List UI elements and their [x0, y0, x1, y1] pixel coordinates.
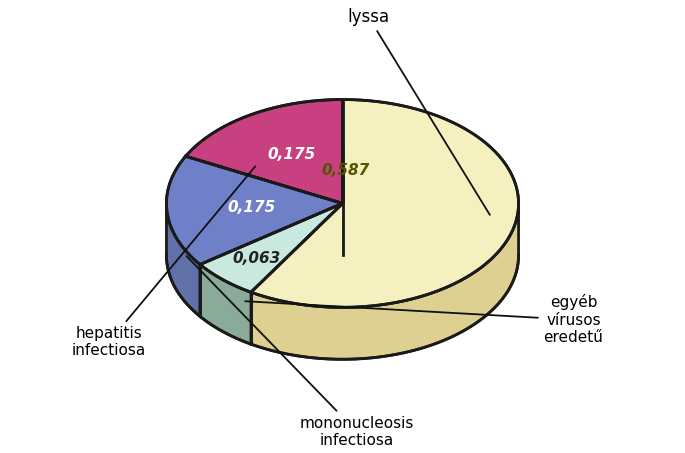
- Polygon shape: [200, 203, 342, 292]
- Text: egyéb
vírusos
eredetű: egyéb vírusos eredetű: [245, 294, 603, 345]
- Text: hepatitis
infectiosa: hepatitis infectiosa: [72, 166, 256, 358]
- Polygon shape: [251, 204, 519, 359]
- Text: 0,587: 0,587: [321, 163, 369, 178]
- Polygon shape: [186, 100, 342, 203]
- Text: 0,175: 0,175: [268, 147, 316, 162]
- Text: 0,063: 0,063: [232, 251, 281, 266]
- Polygon shape: [251, 100, 519, 307]
- Polygon shape: [166, 156, 342, 265]
- Text: mononucleosis
infectiosa: mononucleosis infectiosa: [186, 256, 414, 448]
- Polygon shape: [200, 265, 251, 344]
- Text: 0,175: 0,175: [227, 200, 275, 215]
- Text: lyssa: lyssa: [347, 8, 490, 215]
- Polygon shape: [166, 204, 200, 317]
